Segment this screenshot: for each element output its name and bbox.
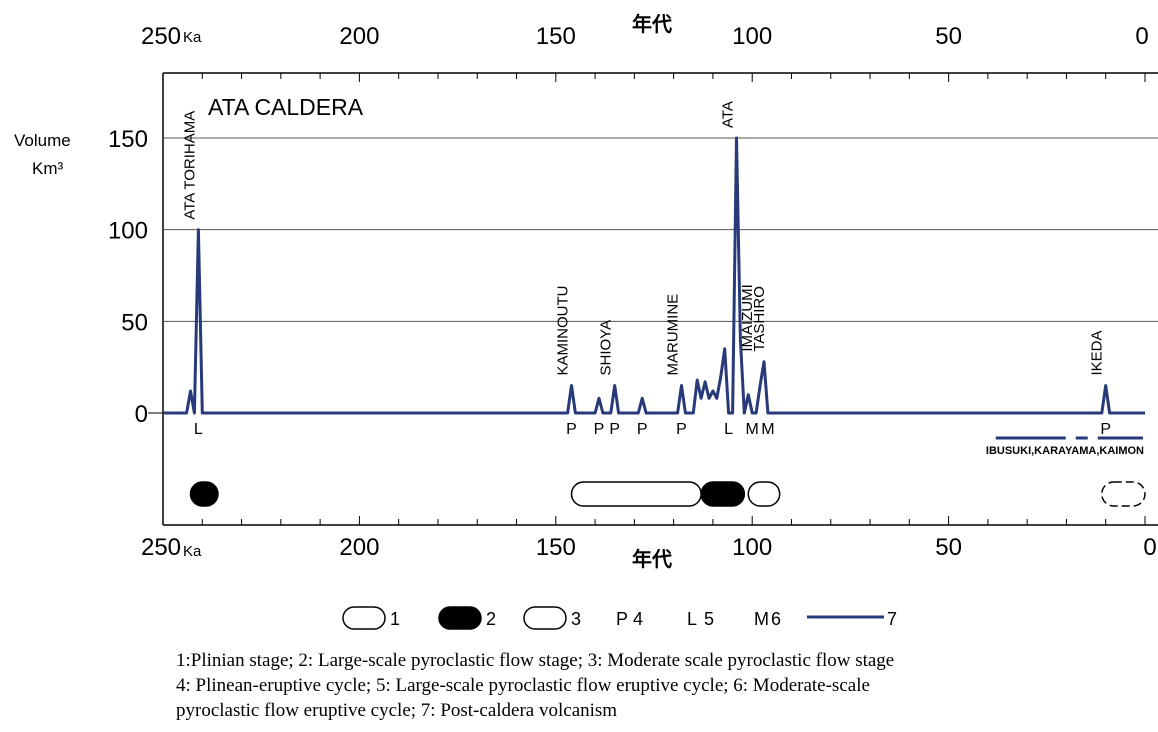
gridlines	[163, 137, 1158, 322]
cycle-symbol-p-1: P	[566, 421, 577, 438]
cycle-symbol-l-6: L	[724, 421, 733, 438]
legend-label-2: 2	[486, 609, 496, 629]
eruption-label-marumine: MARUMINE	[664, 294, 681, 376]
cycle-symbol-p-4: P	[637, 421, 648, 438]
stage-bars	[189, 481, 1146, 507]
cycle-symbol-l-0: L	[194, 421, 203, 438]
chart-title: ATA CALDERA	[208, 94, 364, 120]
stage-bar-2	[570, 481, 702, 507]
legend-swatch-2	[438, 606, 482, 630]
x-axis-ticks	[162, 73, 1146, 525]
legend-label-7: 7	[887, 609, 897, 629]
legend-swatch-1	[342, 606, 386, 630]
y-tick-label-50: 50	[121, 309, 148, 336]
legend-label-3: 3	[571, 609, 581, 629]
y-tick-label-150: 150	[108, 126, 148, 153]
stage-bar-5	[1101, 481, 1146, 507]
caption-line-1: 1:Plinian stage; 2: Large-scale pyroclas…	[176, 650, 895, 671]
legend-label-5: 5	[704, 609, 714, 629]
eruption-label-imaizumi: IMAIZUMI	[739, 284, 756, 352]
y-tick-label-0: 0	[135, 401, 148, 428]
eruption-label-ikeda: IKEDA	[1089, 330, 1106, 375]
legend-label-4: 4	[633, 609, 643, 629]
eruption-label-ata-torihama: ATA TORIHAMA	[181, 111, 198, 220]
legend-swatch-3	[523, 606, 567, 630]
cycle-symbol-m-8: M	[761, 421, 774, 438]
y-axis-label: Volume	[14, 131, 71, 150]
top-x-tick-label-150: 150	[536, 23, 576, 50]
top-x-tick-label-50: 50	[935, 23, 962, 50]
bottom-x-tick-label-150: 150	[536, 534, 576, 561]
top-axis-title: 年代	[632, 12, 672, 36]
bottom-axis-title: 年代	[632, 547, 672, 571]
top-x-tick-label-0: 0	[1135, 23, 1148, 50]
stage-bar-1	[189, 481, 219, 507]
eruption-label-shioya: SHIOYA	[598, 320, 615, 376]
legend-symbol-4: P	[616, 609, 628, 629]
cycle-symbol-p-2: P	[594, 421, 605, 438]
eruption-label-kaminoutu: KAMINOUTU	[555, 286, 572, 376]
y-tick-label-100: 100	[108, 218, 148, 245]
eruption-label-tashiro: TASHIRO	[751, 286, 768, 352]
cycle-symbol-p-5: P	[676, 421, 687, 438]
stage-bar-4	[747, 481, 781, 507]
stage-bar-3	[700, 481, 746, 507]
top-x-tick-label-200: 200	[339, 23, 379, 50]
legend-symbol-6: M	[754, 609, 769, 629]
legend-label-1: 1	[390, 609, 400, 629]
legend-symbol-5: L	[687, 609, 697, 629]
cycle-symbol-p-3: P	[609, 421, 620, 438]
top-x-tick-label-250: 250	[141, 23, 181, 50]
cycle-symbol-p-9: P	[1100, 421, 1111, 438]
bottom-x-tick-label-200: 200	[339, 534, 379, 561]
bottom-x-tick-label-250: 250	[141, 534, 181, 561]
cycle-symbol-m-7: M	[746, 421, 759, 438]
y-tick-labels: 0 50 100 150	[108, 126, 148, 428]
caption-line-3: pyroclastic flow eruptive cycle; 7: Post…	[176, 700, 618, 721]
x-tick-labels: 250 250 200 200 150 150 100 100 50 50 0 0	[141, 23, 1157, 561]
y-axis-unit: Km³	[32, 159, 64, 178]
caption-line-2: 4: Plinean-eruptive cycle; 5: Large-scal…	[176, 675, 870, 696]
bottom-x-tick-label-0: 0	[1143, 534, 1156, 561]
post-caldera-label: IBUSUKI,KARAYAMA,KAIMON	[986, 445, 1144, 457]
bottom-x-tick-label-50: 50	[935, 534, 962, 561]
bottom-x-tick-label-100: 100	[732, 534, 772, 561]
eruption-label-ata: ATA	[719, 101, 736, 128]
legend-label-6: 6	[771, 609, 781, 629]
bottom-unit-label: Ka	[183, 543, 202, 560]
figure-caption: 1:Plinian stage; 2: Large-scale pyroclas…	[176, 648, 1146, 723]
eruption-labels: ATA TORIHAMA KAMINOUTU SHIOYA MARUMINE ATA IM…	[181, 101, 1105, 375]
top-unit-label: Ka	[183, 29, 202, 46]
volume-series-line	[163, 136, 1145, 415]
post-caldera-volcanism: IBUSUKI,KARAYAMA,KAIMON	[986, 436, 1144, 457]
top-x-tick-label-100: 100	[732, 23, 772, 50]
